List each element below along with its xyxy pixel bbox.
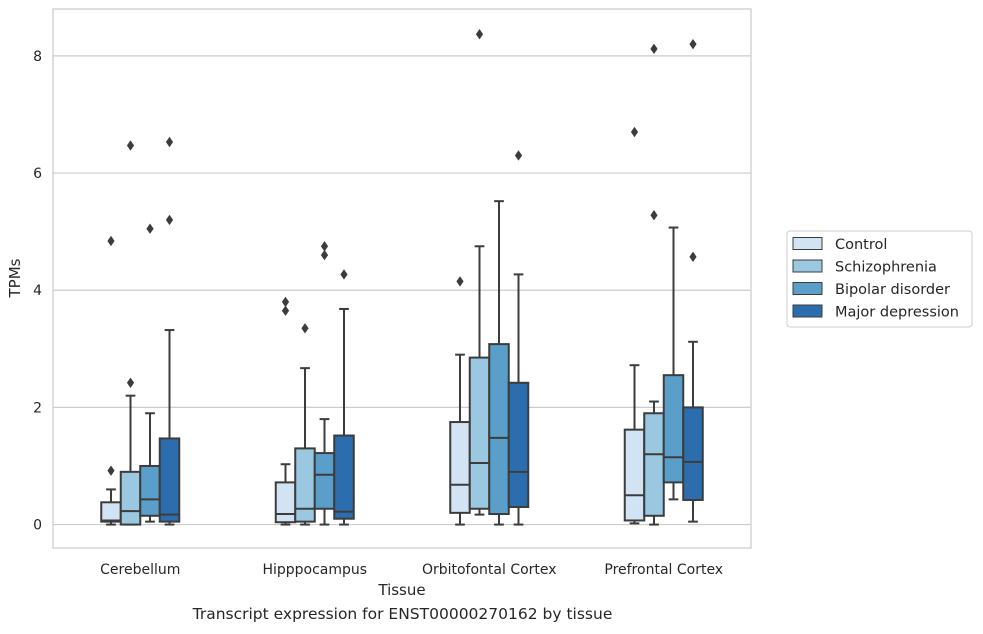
x-tick-label: Cerebellum [100, 562, 180, 578]
box-iqr [274, 481, 297, 524]
y-tick-label: 0 [33, 518, 42, 534]
legend-label: Major depression [835, 305, 959, 321]
box-plot [313, 241, 336, 526]
box-iqr [643, 412, 665, 517]
box-plot [643, 43, 665, 526]
y-tick-label: 2 [33, 400, 42, 416]
outlier-point [514, 150, 523, 161]
outlier-point [689, 38, 697, 50]
box-plot [682, 38, 704, 523]
legend-swatch [792, 259, 823, 273]
x-axis-label: Tissue [377, 581, 425, 599]
outlier-point [281, 305, 290, 316]
box-iqr [488, 343, 510, 516]
outlier-point [650, 210, 658, 221]
y-tick-label: 8 [33, 49, 42, 65]
box-series [100, 28, 704, 526]
x-tick-label: Prefrontal Cortex [604, 562, 723, 578]
outlier-point [165, 214, 174, 226]
box-plot [294, 323, 316, 526]
outlier-point [320, 241, 329, 252]
chart-caption: Transcript expression for ENST0000027016… [192, 605, 613, 623]
x-tick-label: Orbitofontal Cortex [422, 562, 557, 578]
box-plot [333, 269, 355, 526]
legend-label: Schizophrenia [835, 260, 937, 276]
box-iqr [682, 406, 704, 501]
y-tick-label: 6 [33, 166, 42, 182]
box-plot [507, 150, 530, 526]
box-iqr [333, 434, 355, 520]
legend-frame [786, 230, 973, 328]
legend-label: Bipolar disorder [835, 282, 950, 298]
series-control [100, 126, 646, 526]
box-iqr [468, 356, 491, 510]
legend: Control Schizophrenia Bipolar disorder Majo… [786, 230, 973, 328]
series-bipolar-disorder [139, 200, 685, 526]
box-plot [158, 136, 181, 526]
outlier-point [456, 276, 464, 287]
series-schizophrenia [119, 28, 665, 526]
box-iqr [313, 452, 336, 510]
outlier-point [340, 269, 348, 280]
y-tick-label: 4 [33, 283, 42, 299]
outlier-point [107, 465, 115, 476]
y-axis-label: TPMs [6, 258, 24, 298]
outlier-point [475, 28, 484, 40]
outlier-point [320, 249, 329, 261]
box-iqr [119, 470, 142, 526]
box-iqr [449, 421, 471, 514]
outlier-point [146, 223, 154, 234]
outlier-point [630, 126, 639, 138]
box-iqr [158, 437, 181, 523]
legend-swatch [792, 304, 823, 318]
box-plot [139, 223, 161, 523]
box-iqr [100, 501, 122, 523]
x-axis-ticks: Cerebellum Hipppocampus Orbitofontal Corte… [100, 562, 723, 578]
outlier-point [689, 251, 697, 263]
box-plot [449, 276, 471, 526]
outlier-point [165, 136, 174, 148]
legend-swatch [792, 282, 823, 295]
box-iqr [623, 428, 646, 522]
outlier-point [650, 43, 658, 55]
outlier-point [126, 140, 135, 151]
x-tick-label: Hipppocampus [262, 562, 367, 578]
box-iqr [294, 447, 316, 523]
outlier-point [126, 377, 135, 388]
outlier-point [301, 323, 309, 334]
box-plot [623, 126, 646, 525]
box-iqr [662, 374, 685, 484]
series-major-depression [158, 38, 704, 526]
outlier-point [107, 235, 115, 247]
box-plot [468, 28, 491, 516]
box-iqr [139, 464, 161, 517]
box-plot [119, 140, 142, 526]
legend-swatch [792, 237, 823, 250]
outlier-point [281, 296, 290, 308]
box-iqr [507, 381, 530, 508]
y-axis-ticks: 0 2 4 6 8 [33, 49, 42, 534]
box-plot [100, 235, 122, 526]
legend-label: Control [835, 237, 887, 253]
